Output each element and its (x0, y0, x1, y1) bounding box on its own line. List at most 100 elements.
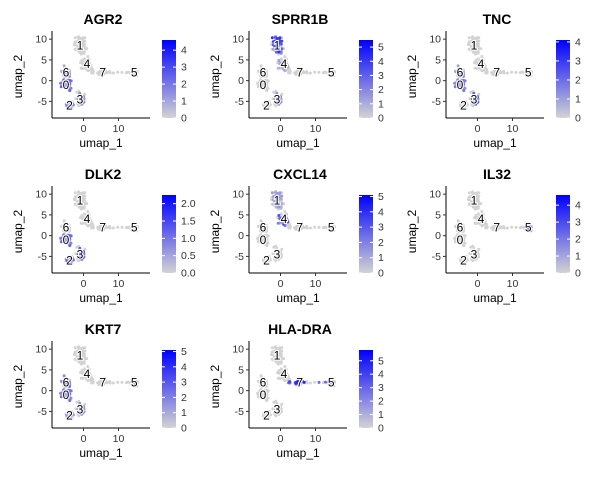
cell-point (259, 71, 263, 75)
cell-point (68, 106, 72, 110)
cell-point (120, 70, 124, 74)
cell-point (74, 97, 78, 101)
cell-point (305, 71, 309, 75)
cell-point (296, 225, 300, 229)
cell-point (276, 221, 280, 225)
x-tick-label: 0 (81, 433, 87, 445)
cell-point (134, 227, 138, 231)
cell-point (266, 259, 270, 263)
colorbar-tick-label: 4 (378, 369, 384, 381)
cell-point (68, 79, 72, 83)
cell-point (130, 225, 134, 229)
cell-point (327, 70, 331, 74)
cell-point (480, 61, 484, 65)
colorbar-tick-label: 4 (378, 206, 384, 218)
cell-point (83, 357, 87, 361)
cell-point (76, 345, 80, 349)
cell-point (76, 353, 80, 357)
cluster-label-3: 3 (77, 92, 84, 106)
colorbar (556, 195, 570, 273)
cell-point (279, 50, 283, 54)
cell-point (317, 380, 321, 384)
cell-point (490, 226, 494, 230)
colorbar (359, 195, 373, 273)
cell-point (470, 190, 474, 194)
cell-point (282, 62, 286, 66)
cell-point (324, 380, 327, 384)
cell-point (282, 67, 286, 71)
cell-point (268, 103, 272, 107)
cluster-label-4: 4 (281, 57, 288, 71)
colorbar-tick-label: 3 (378, 222, 384, 234)
cell-point (277, 205, 281, 209)
x-tick-label: 0 (278, 278, 284, 290)
cell-point (308, 381, 312, 385)
cell-point (462, 234, 466, 238)
cell-point (483, 222, 487, 226)
y-tick-label: 5 (41, 209, 47, 221)
cell-point (477, 92, 481, 96)
cell-point (276, 101, 280, 105)
cell-point (331, 227, 335, 231)
cell-point (293, 226, 297, 230)
cell-point (302, 380, 306, 384)
cell-point (266, 104, 270, 108)
cell-point (456, 226, 460, 230)
cluster-label-2: 2 (66, 409, 73, 423)
y-tick-label: -5 (432, 96, 441, 108)
colorbar-tick-label: 5 (378, 191, 384, 203)
y-tick-label: 5 (435, 54, 441, 66)
cell-point (84, 59, 88, 63)
colorbar-tick-label: 3 (181, 62, 187, 74)
colorbar-tick-label: 0.5 (181, 250, 196, 262)
cell-point (273, 190, 277, 194)
cluster-label-6: 6 (260, 65, 267, 79)
cell-point (470, 257, 474, 261)
cell-point (473, 66, 477, 70)
cell-point (470, 102, 474, 106)
cell-point (76, 257, 80, 261)
cell-point (81, 372, 85, 376)
cell-point (477, 47, 481, 51)
cell-point (63, 230, 67, 234)
cell-point (462, 74, 465, 78)
y-tick-label: -5 (235, 406, 244, 418)
cell-point (105, 380, 109, 384)
x-axis-label: umap_1 (473, 136, 517, 150)
cell-point (73, 346, 77, 350)
cell-point (80, 205, 83, 208)
cell-point (116, 380, 120, 384)
cluster-label-4: 4 (478, 57, 485, 71)
cell-point (260, 230, 264, 234)
cluster-label-2: 2 (263, 254, 270, 268)
cell-point (82, 206, 86, 210)
cell-point (62, 81, 66, 84)
colorbar-tick-label: 3 (575, 217, 581, 229)
colorbar-tick-label: 0 (575, 268, 581, 280)
cell-point (59, 81, 63, 85)
cell-point (79, 66, 83, 70)
colorbar-tick-label: 4 (181, 361, 187, 373)
cell-point (83, 349, 87, 353)
cell-point (472, 202, 476, 206)
cell-point (277, 50, 281, 54)
cell-point (78, 91, 82, 95)
cell-point (76, 43, 80, 47)
cluster-label-3: 3 (274, 402, 281, 416)
cell-point (80, 41, 84, 44)
cell-point (86, 371, 90, 375)
cell-point (461, 68, 465, 72)
cell-point (76, 198, 80, 202)
cell-point (286, 222, 290, 226)
cell-point (68, 227, 72, 231)
cell-point (499, 70, 503, 74)
cell-point (83, 247, 87, 251)
x-tick-label: 0 (278, 123, 284, 135)
cell-point (88, 218, 92, 222)
y-axis-label: umap_2 (208, 209, 222, 253)
cell-point (70, 102, 74, 106)
cell-point (62, 240, 66, 244)
